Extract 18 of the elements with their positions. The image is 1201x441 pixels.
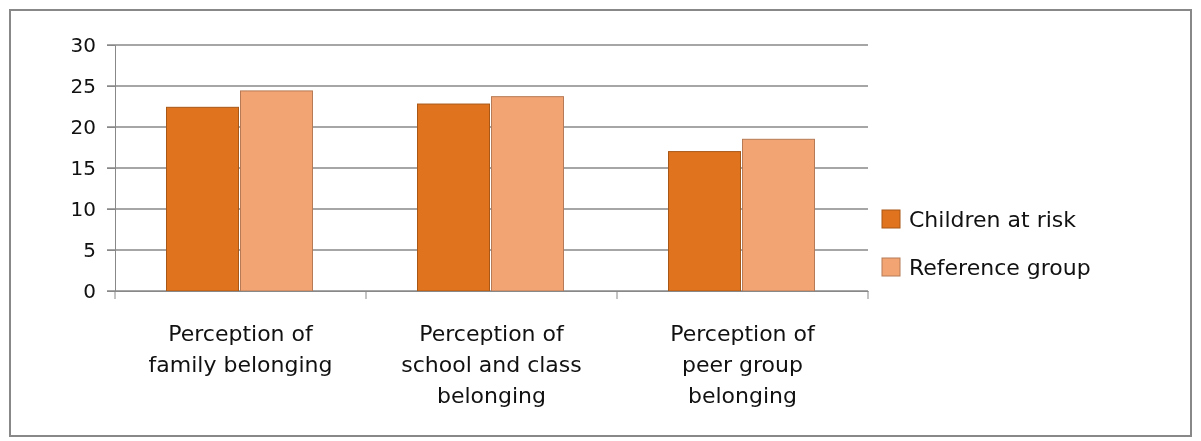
y-tick-label: 20: [70, 114, 96, 139]
x-tick-label: Perception of peer group belonging: [670, 321, 817, 408]
y-tick-label: 15: [70, 155, 96, 180]
bar: [491, 96, 564, 292]
y-tick-label: 10: [70, 196, 96, 221]
bar: [166, 106, 239, 292]
x-tick-label: Perception of school and class belonging: [401, 321, 582, 408]
x-tick-label: Perception of family belonging: [148, 321, 333, 377]
y-tick-label: 30: [70, 32, 96, 57]
legend-label: Reference group: [909, 255, 1091, 280]
y-tick-label: 0: [83, 278, 96, 303]
y-tick-label: 25: [70, 73, 96, 98]
bar: [742, 138, 815, 292]
legend-label: Children at risk: [909, 207, 1077, 232]
bar: [668, 151, 741, 292]
y-tick-label: 5: [83, 237, 96, 262]
bar: [417, 103, 490, 292]
bar: [240, 90, 313, 292]
